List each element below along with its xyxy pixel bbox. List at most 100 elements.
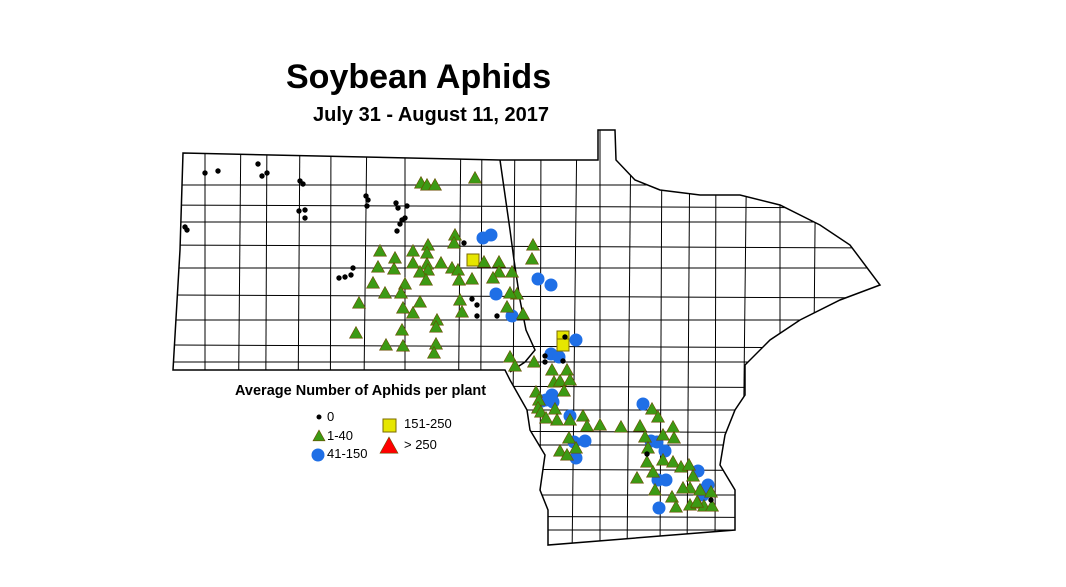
county-line (659, 130, 663, 545)
site-0 (300, 181, 306, 187)
site-1-40 (433, 255, 449, 269)
site-0 (342, 274, 348, 280)
county-line (741, 130, 748, 545)
site-1-40 (632, 418, 648, 432)
site-0 (542, 359, 548, 365)
site-1-40 (412, 294, 428, 308)
site-0 (348, 272, 354, 278)
county-line (511, 130, 516, 545)
county-line (173, 294, 880, 299)
site-0 (560, 358, 566, 364)
county-line (173, 467, 880, 472)
site-41-150 (636, 397, 650, 411)
site-1-40 (454, 304, 470, 318)
site-0 (365, 197, 371, 203)
site-1-40 (562, 412, 578, 426)
site-41-150 (569, 333, 583, 347)
site-0 (644, 451, 650, 457)
site-0 (402, 215, 408, 221)
site-41-150 (505, 309, 519, 323)
site-1-40 (499, 299, 515, 313)
site-1-40 (405, 305, 421, 319)
site-151-250 (556, 338, 570, 352)
site-0 (264, 170, 270, 176)
site-1-40 (645, 464, 661, 478)
county-line (686, 130, 691, 545)
site-1-40 (386, 261, 402, 275)
state-border (499, 159, 536, 373)
site-1-40 (420, 262, 436, 276)
site-1-40 (464, 271, 480, 285)
site-0 (336, 275, 342, 281)
site-1-40 (378, 337, 394, 351)
site-0 (259, 173, 265, 179)
site-1-40 (703, 484, 719, 498)
site-0 (202, 170, 208, 176)
site-1-40 (655, 427, 671, 441)
legend-triangle-green-icon (312, 429, 326, 442)
site-0 (302, 215, 308, 221)
site-0 (184, 227, 190, 233)
site-1-40 (547, 401, 563, 415)
site-1-40 (351, 295, 367, 309)
site-1-40 (418, 272, 434, 286)
site-1-40 (665, 454, 681, 468)
site-1-40 (507, 358, 523, 372)
site-41-150 (659, 473, 673, 487)
site-0 (393, 200, 399, 206)
site-1-40 (348, 325, 364, 339)
site-0 (302, 207, 308, 213)
legend-label-over-250: > 250 (404, 437, 437, 452)
site-1-40 (644, 401, 660, 415)
site-1-40 (665, 419, 681, 433)
site-0 (397, 221, 403, 227)
site-1-40 (556, 383, 572, 397)
site-1-40 (637, 429, 653, 443)
site-0 (474, 302, 480, 308)
site-0 (494, 313, 500, 319)
legend-title: Average Number of Aphids per plant (235, 383, 487, 399)
site-1-40 (377, 285, 393, 299)
site-1-40 (452, 292, 468, 306)
site-1-40 (639, 454, 655, 468)
legend-label-41-150: 41-150 (327, 446, 368, 461)
site-41-150 (569, 451, 583, 465)
site-41-150 (484, 228, 498, 242)
county-line (173, 344, 880, 349)
site-1-40 (552, 373, 568, 387)
site-1-40 (446, 235, 462, 249)
site-1-40 (561, 430, 577, 444)
county-line (811, 130, 817, 545)
site-41-150 (658, 444, 672, 458)
site-1-40 (538, 410, 554, 424)
site-1-40 (685, 468, 701, 482)
site-1-40 (552, 443, 568, 457)
county-line (173, 204, 880, 209)
site-0 (255, 161, 261, 167)
site-1-40 (467, 170, 483, 184)
site-0 (394, 228, 400, 234)
site-1-40 (613, 419, 629, 433)
site-1-40 (365, 275, 381, 289)
site-1-40 (524, 251, 540, 265)
site-41-150 (544, 278, 558, 292)
site-1-40 (395, 300, 411, 314)
site-1-40 (559, 362, 575, 376)
map-subtitle: July 31 - August 11, 2017 (313, 104, 550, 126)
site-1-40 (405, 255, 421, 269)
site-0 (215, 168, 221, 174)
site-0 (562, 334, 568, 340)
site-0 (363, 193, 369, 199)
site-1-40 (525, 237, 541, 251)
site-1-40 (544, 362, 560, 376)
site-1-40 (681, 457, 697, 471)
site-1-40 (428, 319, 444, 333)
site-151-250 (466, 253, 480, 267)
state-outline (172, 129, 882, 546)
county-line (329, 130, 332, 545)
site-0 (469, 296, 475, 302)
site-0 (350, 265, 356, 271)
site-0 (708, 497, 714, 503)
site-1-40 (476, 254, 492, 268)
